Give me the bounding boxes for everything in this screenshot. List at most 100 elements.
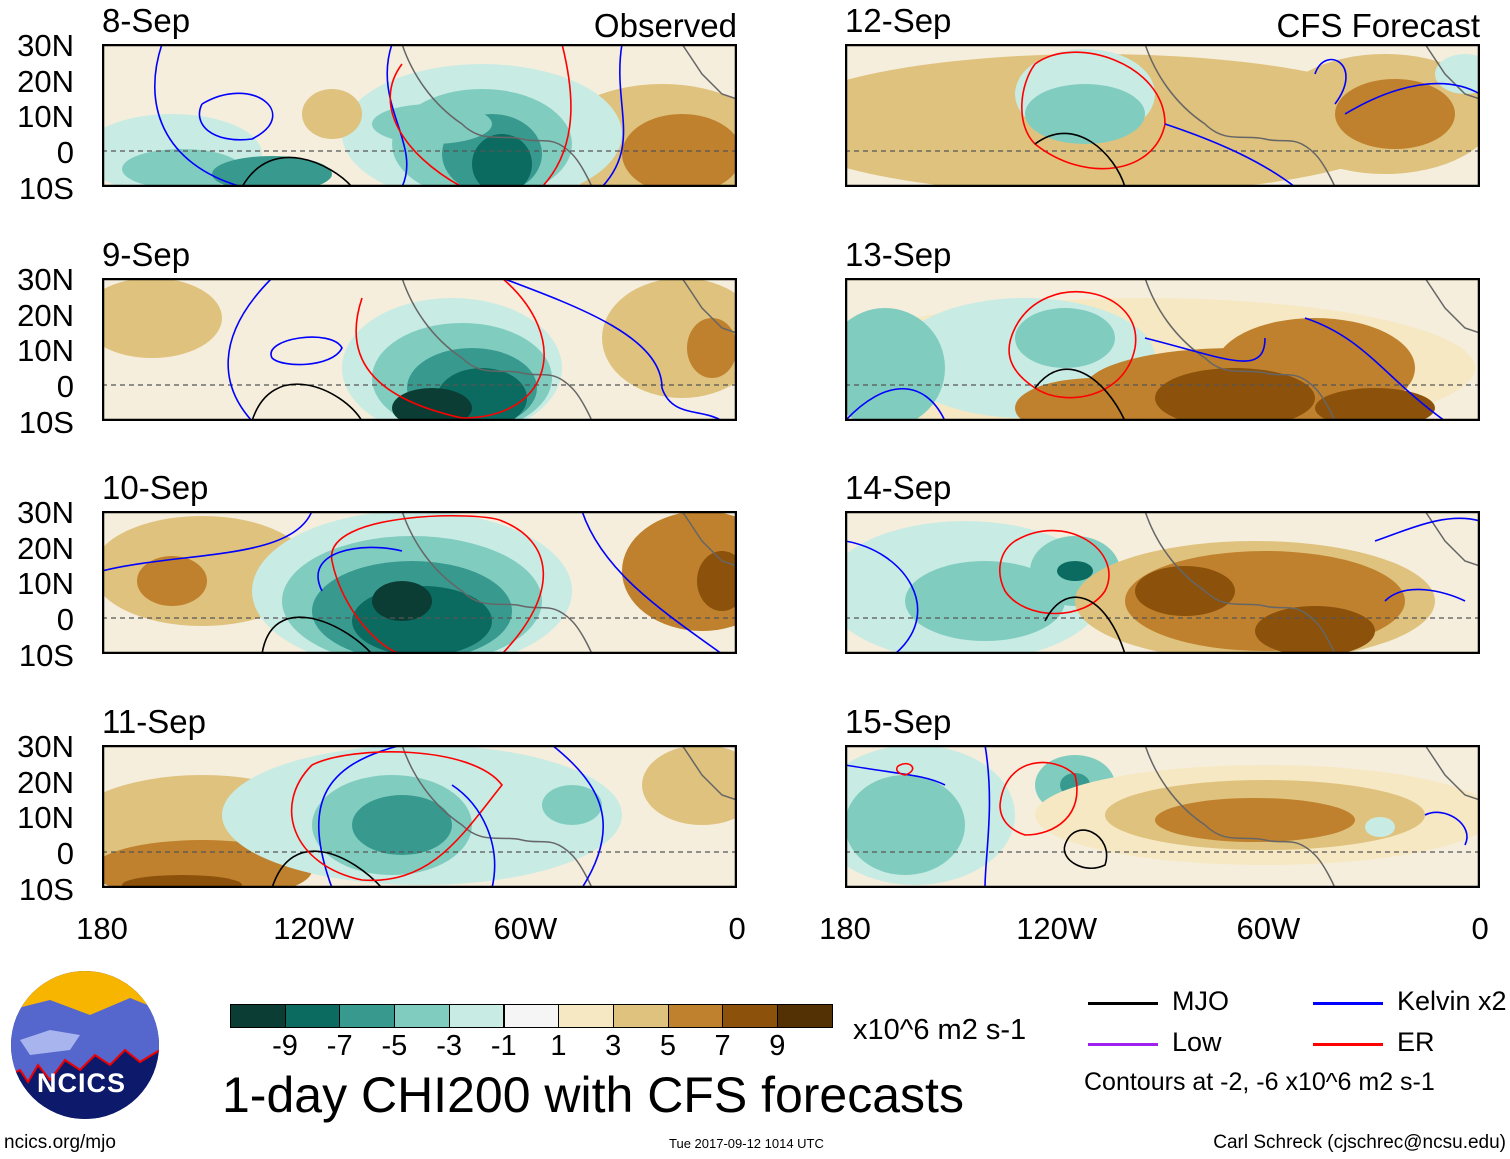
figure-title: 1-day CHI200 with CFS forecasts <box>222 1067 964 1123</box>
map-panel <box>102 278 737 421</box>
map-panel <box>845 278 1480 421</box>
contour-line <box>261 616 373 654</box>
contour-line <box>1374 517 1480 602</box>
contour-line <box>845 764 946 786</box>
lat-tick-label: 20N <box>17 530 74 566</box>
colorbar-label: -3 <box>436 1030 462 1062</box>
colorbar-label: 1 <box>550 1030 567 1062</box>
lon-tick-label: 120W <box>273 911 355 946</box>
colorbar-label: 5 <box>659 1030 676 1062</box>
contour-line <box>389 44 572 187</box>
lon-tick-label: 120W <box>1016 911 1098 946</box>
chi200-shaded-region <box>1025 84 1145 144</box>
chi200-shaded-region <box>372 581 432 621</box>
lat-tick-label: 10N <box>17 800 74 836</box>
colorbar-swatch <box>503 1004 560 1028</box>
legend-label: Low <box>1172 1027 1222 1057</box>
chi200-shaded-region <box>1057 561 1093 581</box>
contour-line <box>501 278 723 421</box>
contour-line <box>984 745 991 888</box>
lat-tick-label: 20N <box>17 297 74 333</box>
contour-line <box>241 156 353 187</box>
lat-tick-label: 0 <box>56 135 74 171</box>
colorbar-label: 7 <box>714 1030 731 1062</box>
chi200-shaded-region <box>845 775 965 875</box>
map-panel <box>845 44 1480 187</box>
contour-line <box>227 278 273 421</box>
legend-line-kelvin <box>1313 1002 1383 1005</box>
panel-date-label: 14-Sep <box>845 469 952 506</box>
chi200-shaded-region <box>212 156 332 187</box>
chi200-shaded-region <box>1335 79 1455 149</box>
chi200-shaded-region <box>1015 308 1115 368</box>
colorbar-swatch <box>777 1004 833 1028</box>
contour-line <box>1021 51 1166 170</box>
panel-frame <box>845 44 1480 187</box>
lat-tick-label: 10S <box>18 404 74 440</box>
legend-label: MJO <box>1172 986 1229 1016</box>
colorbar-label: 3 <box>605 1030 622 1062</box>
legend-label: ER <box>1397 1027 1435 1057</box>
chi200-shaded-region <box>1365 817 1395 837</box>
contour-line <box>845 540 919 654</box>
contour-line <box>198 92 274 141</box>
panel-frame <box>845 745 1480 888</box>
lat-tick-label: 30N <box>17 729 74 764</box>
contour-line <box>895 762 914 776</box>
contour-line <box>1034 132 1126 187</box>
map-panel <box>845 745 1480 888</box>
panel-date-label: 8-Sep <box>102 2 191 39</box>
chi200-shaded-region <box>1135 566 1235 616</box>
panel-frame <box>845 278 1480 421</box>
lat-tick-label: 10S <box>18 637 74 673</box>
colorbar-swatch <box>339 1004 396 1028</box>
lon-tick-label: 0 <box>728 911 746 946</box>
colorbar-label: -5 <box>381 1030 408 1062</box>
legend-line-mjo <box>1088 1002 1158 1005</box>
chi200-shaded-region <box>122 875 242 888</box>
colorbar-swatch <box>558 1004 614 1028</box>
contour-line <box>154 44 243 187</box>
map-panel <box>102 44 737 187</box>
coastline <box>1144 278 1480 421</box>
lon-tick-label: 180 <box>819 911 871 946</box>
colorbar-label: 9 <box>769 1030 786 1062</box>
chi200-shaded-region <box>372 104 492 144</box>
contour-line <box>290 751 504 882</box>
lat-tick-label: 0 <box>56 836 74 872</box>
panel-date-label: 9-Sep <box>102 236 191 273</box>
contour-line <box>1164 123 1296 187</box>
colorbar-swatch <box>448 1004 505 1028</box>
chi200-shaded-region <box>1155 798 1355 842</box>
contour-note: Contours at -2, -6 x10^6 m2 s-1 <box>1084 1068 1435 1096</box>
lat-tick-label: 30N <box>17 495 74 530</box>
legend-line-er <box>1313 1043 1383 1046</box>
panel-frame <box>102 278 737 421</box>
contour-line <box>1314 58 1480 115</box>
chi200-shaded-region <box>687 318 737 378</box>
lat-tick-label: 20N <box>17 764 74 800</box>
lat-tick-label: 10N <box>17 333 74 369</box>
panel-date-label: 12-Sep <box>845 2 952 39</box>
contour-line <box>386 44 408 187</box>
lat-tick-label: 10N <box>17 566 74 602</box>
chi200-shaded-region <box>542 785 602 825</box>
lat-tick-label: 10S <box>18 871 74 907</box>
logo-text: NCICS <box>37 1068 127 1098</box>
colorbar-swatch <box>230 1004 286 1028</box>
contour-line <box>999 761 1078 836</box>
lat-tick-label: 10N <box>17 99 74 135</box>
lon-tick-label: 60W <box>493 911 558 946</box>
contour-line <box>845 388 946 421</box>
coastline <box>1144 511 1480 654</box>
chi200-shaded-region <box>302 89 362 139</box>
colorbar-swatch <box>722 1004 778 1028</box>
map-panel <box>102 745 737 888</box>
panel-kind-label: Observed <box>593 7 737 44</box>
contour-line <box>355 278 545 419</box>
contour-line <box>581 511 723 654</box>
colorbar-swatch <box>667 1004 724 1028</box>
chi200-shaded-region <box>1315 388 1435 421</box>
lon-tick-label: 0 <box>1471 911 1489 946</box>
chi200-shaded-region <box>102 278 222 358</box>
